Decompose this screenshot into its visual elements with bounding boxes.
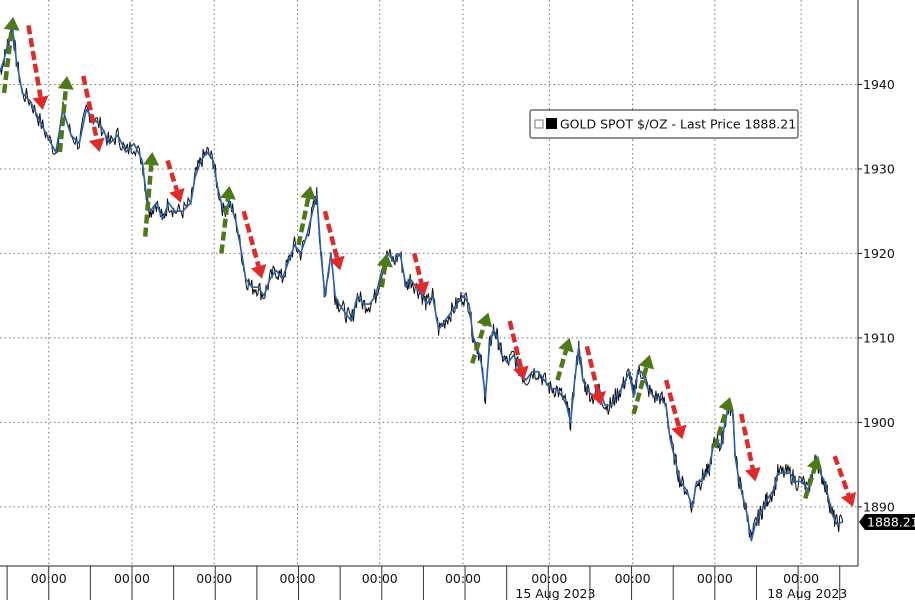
arrow-head <box>513 365 529 381</box>
x-tick-label: 00:00 <box>531 571 567 586</box>
green-up-arrow <box>712 397 734 449</box>
red-down-arrow <box>241 210 267 279</box>
arrow-head <box>671 424 687 440</box>
arrow-shaft <box>241 210 261 267</box>
red-down-arrow <box>322 210 345 271</box>
arrow-shaft <box>412 252 424 284</box>
last-value-tag <box>859 513 915 530</box>
arrow-shaft <box>26 24 43 98</box>
arrow-head <box>300 185 316 201</box>
x-tick-label: 00:00 <box>362 571 398 586</box>
arrow-head <box>57 76 74 90</box>
red-down-arrow <box>26 24 49 110</box>
red-down-arrow <box>81 75 105 153</box>
green-up-arrow <box>1 16 20 94</box>
red-down-arrow <box>739 413 761 482</box>
green-up-arrow <box>555 337 574 381</box>
legend-box <box>529 109 799 139</box>
arrow-head <box>377 253 393 268</box>
green-up-arrow <box>803 456 823 500</box>
date-label: 15 Aug 2023 <box>515 586 595 600</box>
red-down-arrow <box>165 159 185 203</box>
red-down-arrow <box>584 345 606 406</box>
arrow-shaft <box>712 408 729 449</box>
legend: GOLD SPOT $/OZ - Last Price 1888.21 <box>529 109 799 139</box>
arrow-shaft <box>631 366 649 415</box>
arrow-head <box>169 187 185 203</box>
arrow-head <box>219 185 236 200</box>
arrow-shaft <box>584 345 601 394</box>
y-tick-label: 1890 <box>863 499 895 514</box>
green-up-arrow <box>631 354 655 415</box>
arrow-shaft <box>507 320 524 369</box>
arrow-head <box>143 152 160 166</box>
arrow-head <box>558 337 574 353</box>
grid-layer <box>0 0 858 566</box>
y-tick-label: 1910 <box>863 330 895 345</box>
arrow-shaft <box>739 413 755 470</box>
red-down-arrow <box>412 252 430 296</box>
green-up-arrow <box>296 185 316 246</box>
y-tick-label: 1930 <box>863 161 895 176</box>
arrow-head <box>806 456 823 471</box>
arrow-shaft <box>555 349 569 381</box>
arrow-head <box>638 354 655 370</box>
arrow-head <box>840 491 857 507</box>
green-up-arrow <box>57 76 74 153</box>
arrow-shaft <box>663 379 682 428</box>
series-layer <box>0 24 844 542</box>
x-tick-label: 00:00 <box>279 571 315 586</box>
arrow-shaft <box>470 324 487 364</box>
y-tick-label: 1920 <box>863 246 895 261</box>
arrow-head <box>590 390 606 406</box>
y-tick-label: 1900 <box>863 415 895 430</box>
green-up-arrow <box>470 312 493 364</box>
arrow-shaft <box>142 164 154 237</box>
arrow-shaft <box>296 198 311 246</box>
y-axis: 1890 1900 1910 1920 1930 1940 <box>858 77 895 514</box>
x-tick-label: 00:00 <box>615 571 651 586</box>
date-label: 18 Aug 2023 <box>767 586 847 600</box>
last-value-label: 1888.21 <box>867 514 915 529</box>
arrow-shaft <box>1 29 14 94</box>
green-up-arrow <box>219 185 236 254</box>
red-down-arrow <box>832 455 857 507</box>
red-down-arrow <box>507 320 529 381</box>
legend-label: GOLD SPOT $/OZ - Last Price 1888.21 <box>560 117 796 132</box>
green-up-arrow <box>377 253 393 288</box>
arrow-shaft <box>165 159 180 192</box>
last-value-marker: 1888.21 <box>859 513 915 530</box>
arrow-head <box>476 312 493 328</box>
legend-expand-icon[interactable] <box>534 119 544 129</box>
arrow-head <box>3 16 20 31</box>
arrow-shaft <box>379 265 388 288</box>
arrow-head <box>718 397 734 412</box>
arrow-shaft <box>322 210 340 259</box>
arrow-head <box>413 281 430 296</box>
x-axis: 00:00 00:00 00:00 00:00 00:00 00:00 00:00 00:00… <box>6 566 847 600</box>
price-trace-raw <box>0 24 844 542</box>
arrow-head <box>32 95 49 110</box>
price-line <box>0 24 844 542</box>
x-tick-label: 00:00 <box>196 571 232 586</box>
x-tick-label: 00:00 <box>783 571 819 586</box>
legend-swatch <box>546 118 557 129</box>
green-up-arrow <box>142 152 160 237</box>
x-tick-label: 00:00 <box>445 571 481 586</box>
arrow-head <box>329 255 345 271</box>
arrow-head <box>744 467 761 482</box>
red-down-arrow <box>663 379 687 440</box>
arrow-shaft <box>219 198 231 254</box>
arrow-shaft <box>803 467 817 500</box>
y-tick-label: 1940 <box>863 77 895 92</box>
arrow-shaft <box>832 455 851 496</box>
arrow-shaft <box>57 88 69 153</box>
arrow-head <box>250 264 267 279</box>
arrow-head <box>88 137 105 153</box>
arrow-shaft <box>81 75 99 140</box>
annotation-arrows <box>1 16 857 507</box>
